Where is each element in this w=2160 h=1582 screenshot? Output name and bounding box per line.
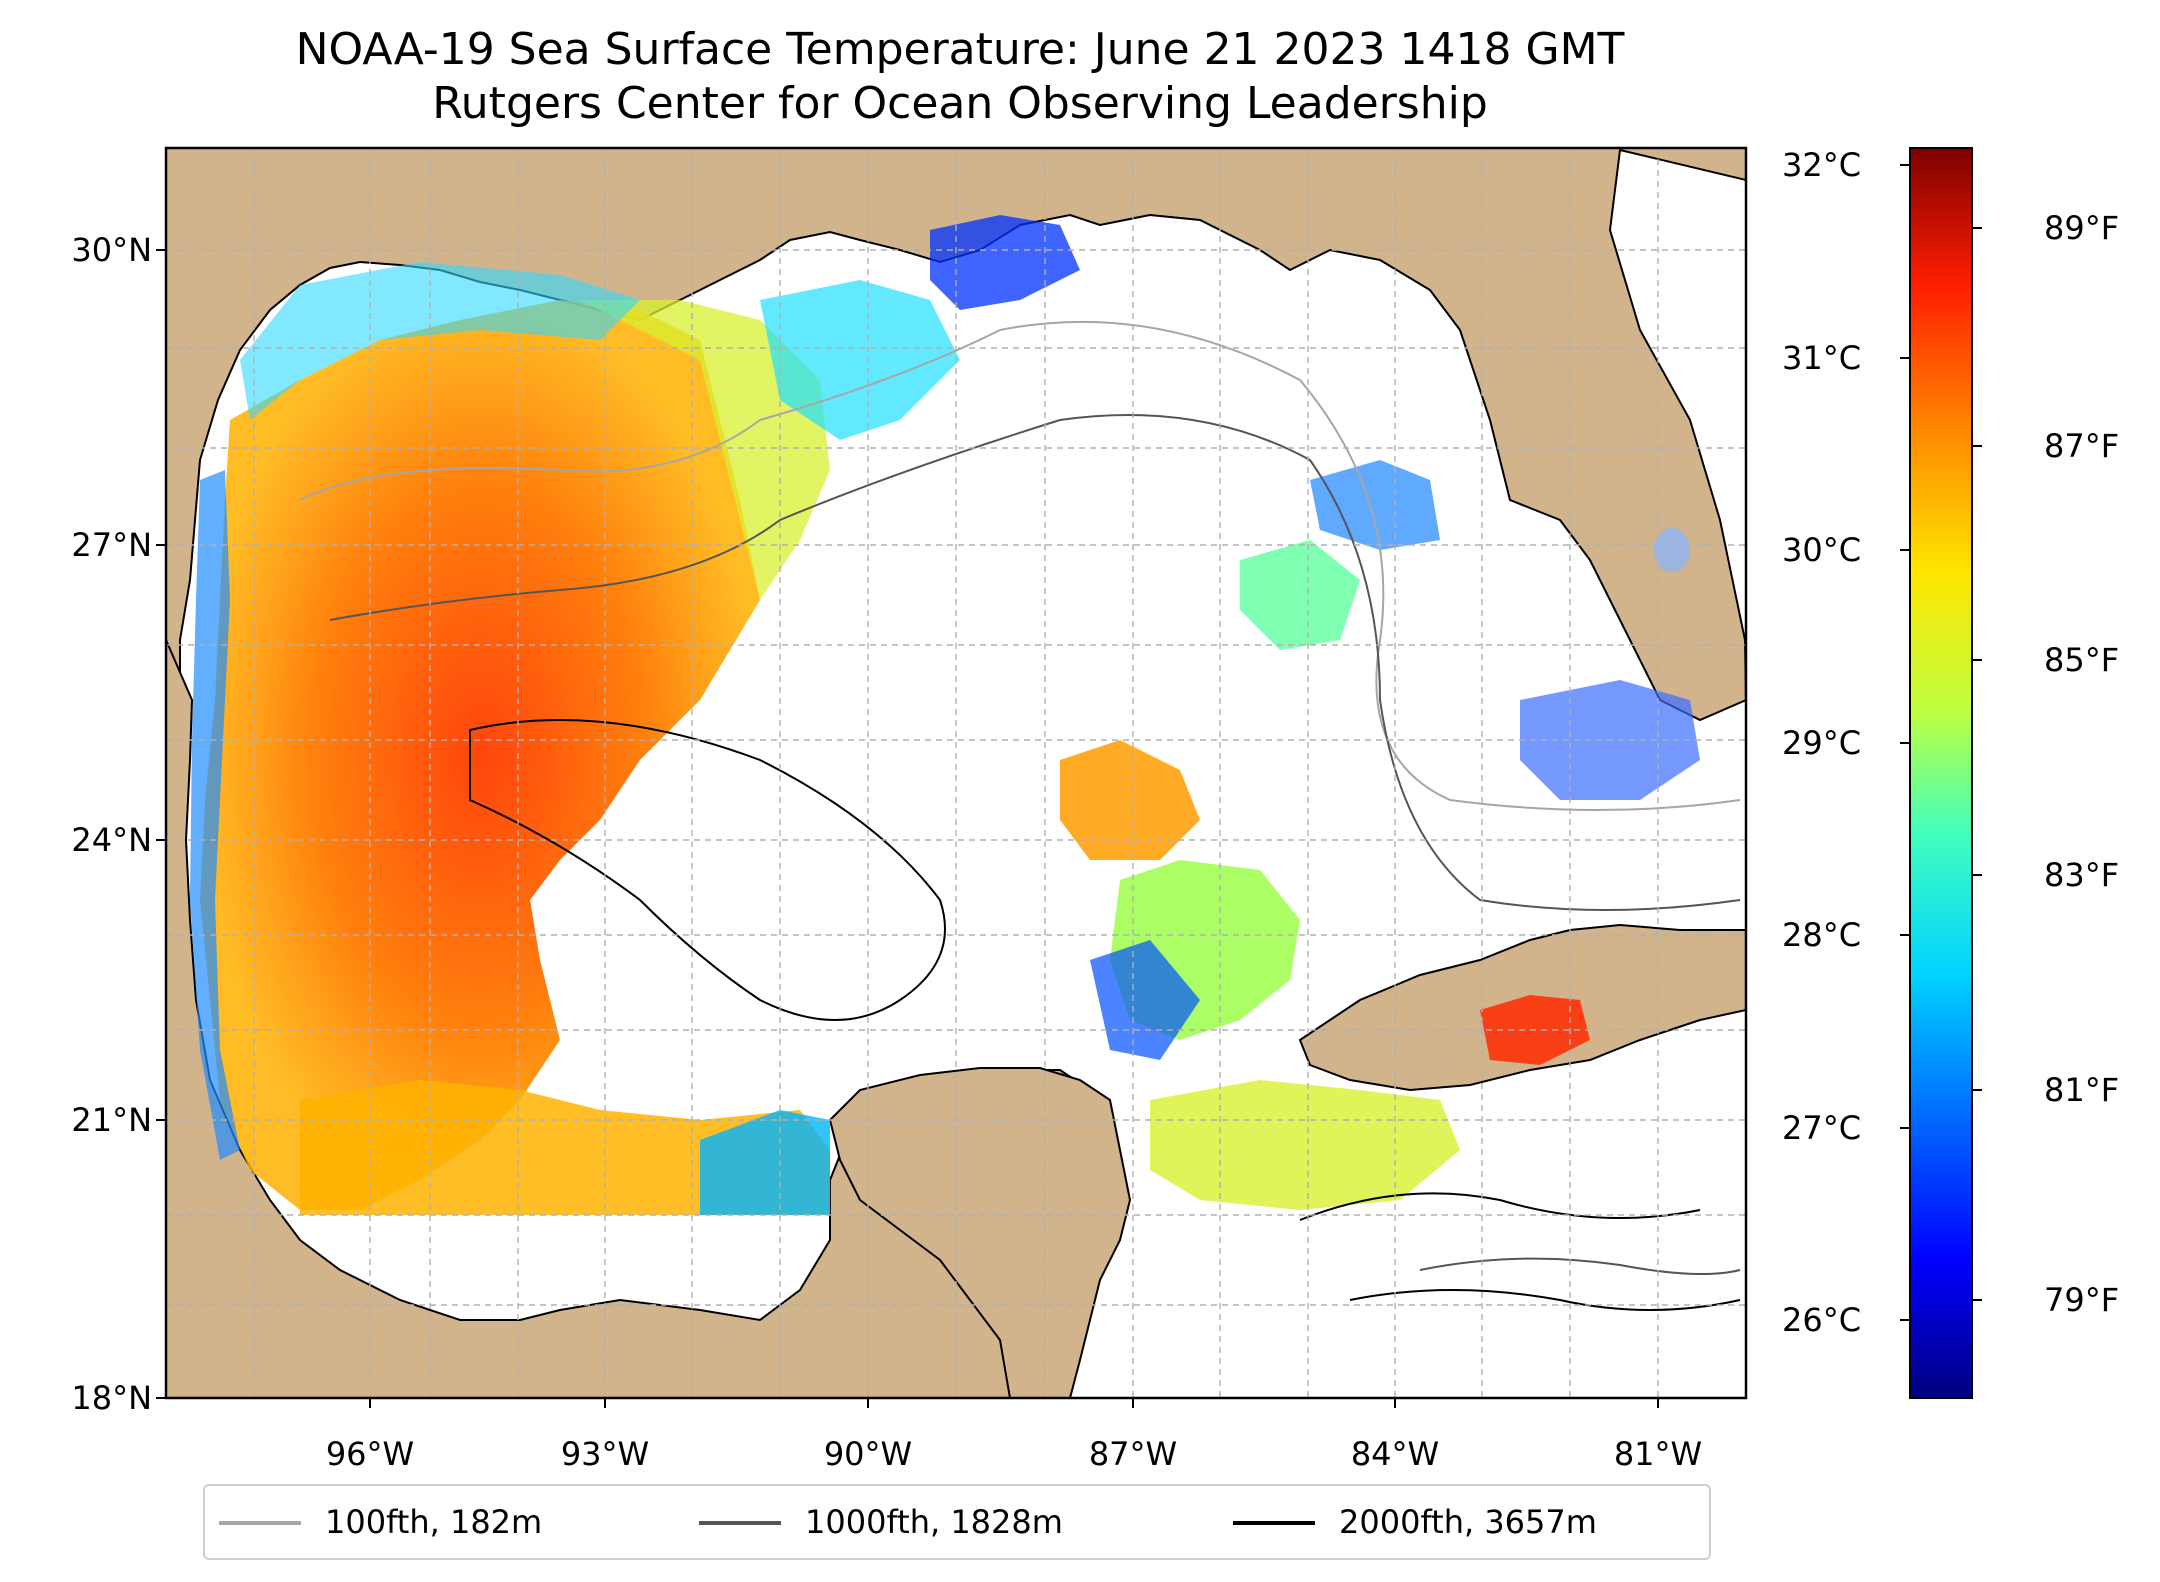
lat-label-18n: 18°N bbox=[71, 1379, 152, 1417]
colorbar-celsius-label: 31°C bbox=[1782, 339, 1862, 377]
lat-label-30n: 30°N bbox=[71, 231, 152, 269]
sst-south-yellow bbox=[1150, 1080, 1460, 1210]
sst-campeche-blue bbox=[700, 1110, 830, 1215]
colorbar-celsius-label: 29°C bbox=[1782, 724, 1862, 762]
lat-label-27n: 27°N bbox=[71, 526, 152, 564]
sst-west-cool-edge bbox=[580, 300, 830, 600]
lake-okeechobee bbox=[1654, 528, 1690, 572]
sst-campeche bbox=[300, 1080, 830, 1215]
sst-coast-cool bbox=[190, 470, 240, 1160]
chart-subtitle: Rutgers Center for Ocean Observing Leade… bbox=[432, 78, 1488, 129]
sst-east-cyan bbox=[1310, 460, 1440, 550]
sst-east-green bbox=[1240, 540, 1360, 650]
lon-label-96w: 96°W bbox=[325, 1435, 415, 1473]
colorbar-fahrenheit-label: 85°F bbox=[2044, 641, 2120, 679]
contour-legend: 100fth, 182m 1000fth, 1828m 2000fth, 365… bbox=[203, 1484, 1711, 1560]
colorbar-celsius-label: 26°C bbox=[1782, 1301, 1862, 1339]
lat-label-24n: 24°N bbox=[71, 821, 152, 859]
sst-texas-shelf bbox=[240, 262, 640, 420]
lon-label-87w: 87°W bbox=[1088, 1435, 1178, 1473]
legend-label: 100fth, 182m bbox=[325, 1503, 543, 1541]
sst-north-blue bbox=[930, 215, 1080, 310]
colorbar-fahrenheit-label: 81°F bbox=[2044, 1071, 2120, 1109]
colorbar-ticks bbox=[1900, 164, 1982, 1321]
sst-north-cyan bbox=[760, 280, 960, 440]
lon-label-90w: 90°W bbox=[823, 1435, 913, 1473]
colorbar-fahrenheit-label: 87°F bbox=[2044, 427, 2120, 465]
chart-title: NOAA-19 Sea Surface Temperature: June 21… bbox=[295, 24, 1625, 75]
lat-label-21n: 21°N bbox=[71, 1101, 152, 1139]
colorbar-celsius-label: 32°C bbox=[1782, 146, 1862, 184]
colorbar bbox=[1909, 147, 1973, 1399]
colorbar-fahrenheit-label: 83°F bbox=[2044, 856, 2120, 894]
colorbar-fahrenheit-label: 79°F bbox=[2044, 1281, 2120, 1319]
contour-2000fth-south bbox=[1299, 1192, 1741, 1311]
sst-central-orange bbox=[1060, 740, 1200, 860]
colorbar-fahrenheit-label: 89°F bbox=[2044, 209, 2120, 247]
map-border bbox=[164, 146, 1748, 1400]
legend-line-icon bbox=[1233, 1521, 1315, 1525]
contour-100fth bbox=[299, 320, 1741, 811]
lon-label-81w: 81°W bbox=[1613, 1435, 1703, 1473]
contour-cayman bbox=[1419, 1257, 1741, 1275]
land-yucatan bbox=[828, 1067, 1132, 1398]
lon-label-93w: 93°W bbox=[560, 1435, 650, 1473]
lon-label-84w: 84°W bbox=[1350, 1435, 1440, 1473]
axis-ticks bbox=[156, 249, 1659, 1408]
contour-2000fth bbox=[469, 719, 946, 1021]
legend-line-icon bbox=[219, 1521, 301, 1525]
colorbar-celsius-label: 28°C bbox=[1782, 916, 1862, 954]
colorbar-celsius-label: 27°C bbox=[1782, 1109, 1862, 1147]
legend-label: 2000fth, 3657m bbox=[1339, 1503, 1597, 1541]
colorbar-celsius-label: 30°C bbox=[1782, 531, 1862, 569]
legend-label: 1000fth, 1828m bbox=[805, 1503, 1063, 1541]
legend-line-icon bbox=[699, 1521, 781, 1525]
sst-west-warm bbox=[200, 300, 760, 1210]
contour-1000fth bbox=[329, 414, 1741, 911]
